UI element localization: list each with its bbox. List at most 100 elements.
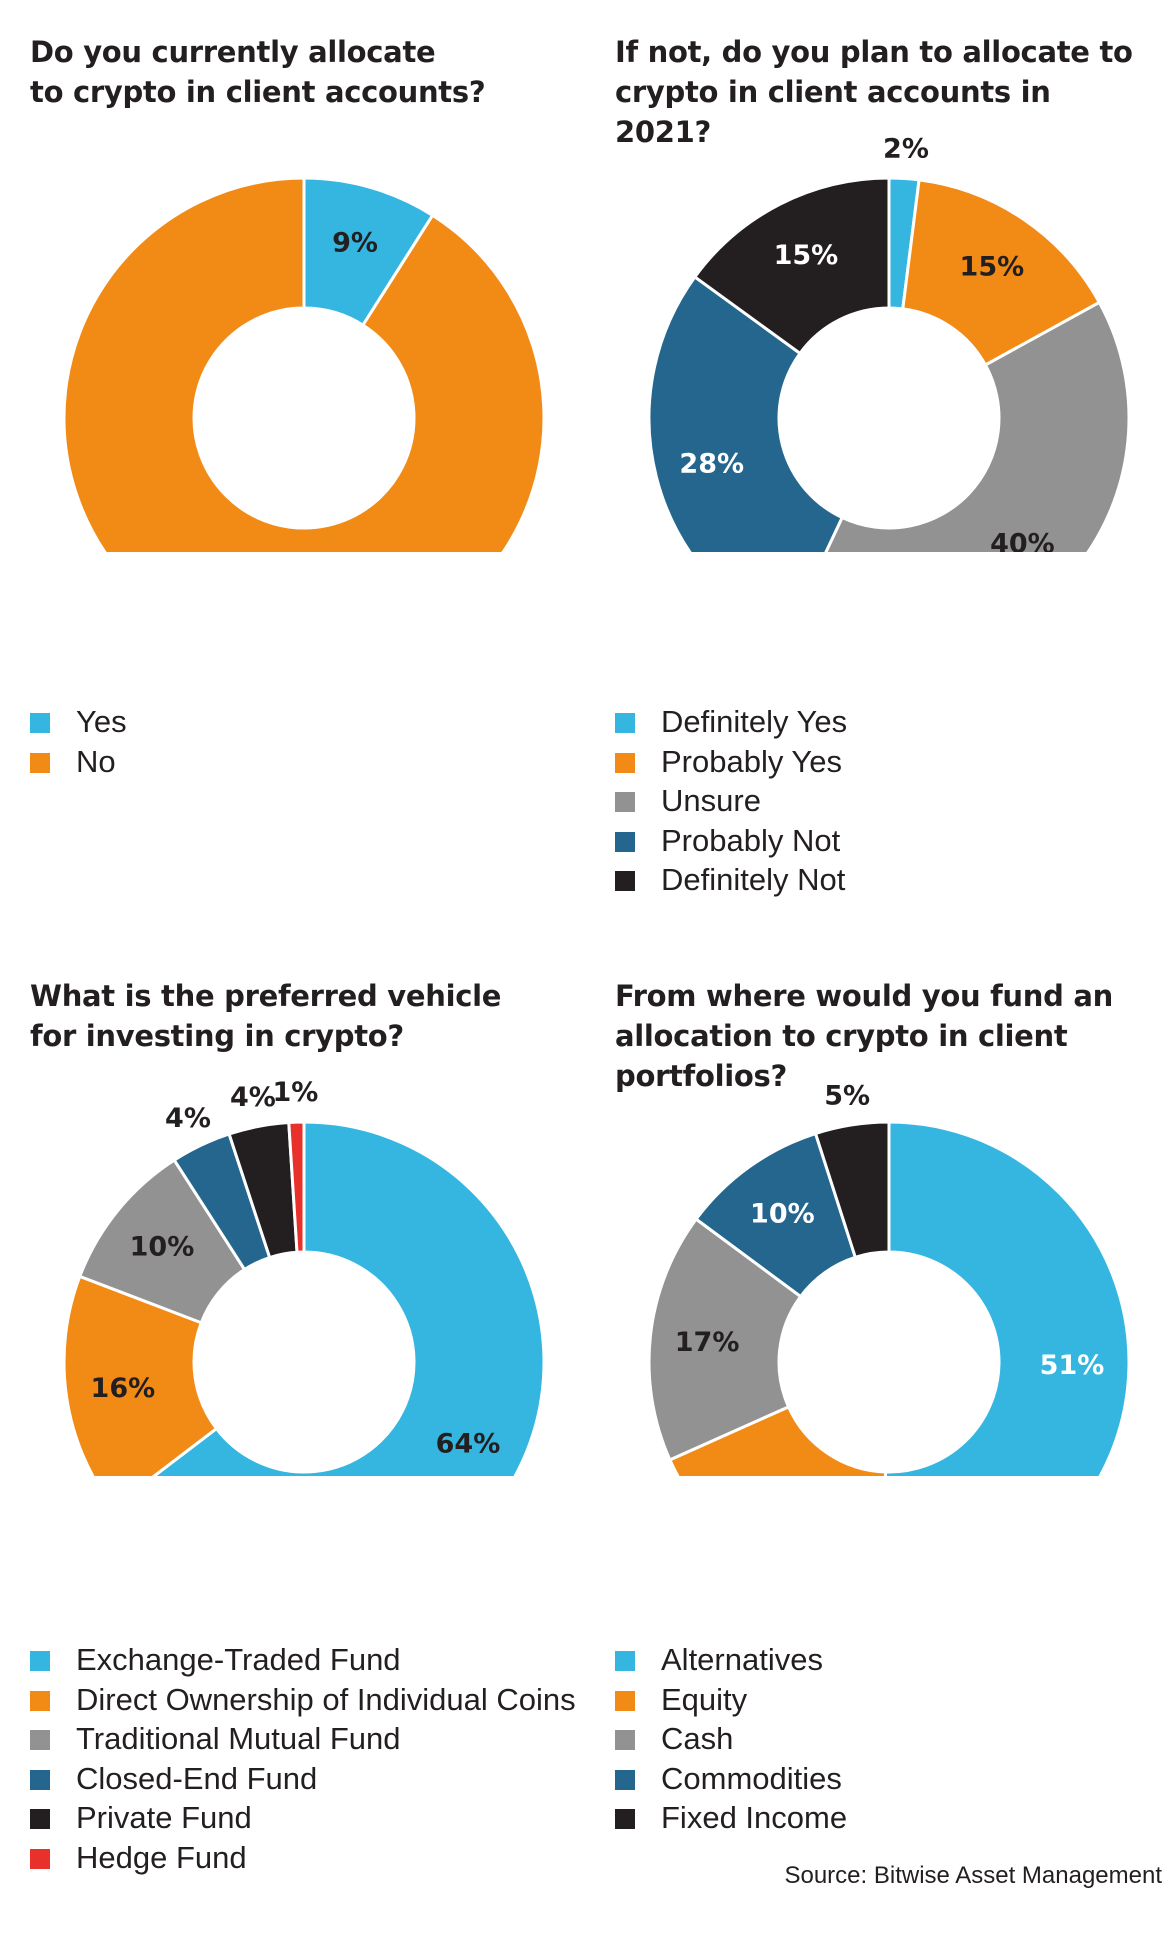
chart-current-allocation: Do you currently allocate to crypto in cl… <box>30 32 590 972</box>
legend-swatch <box>615 831 635 852</box>
legend-label: Exchange-Traded Fund <box>76 1642 401 1677</box>
legend-swatch <box>30 1848 50 1869</box>
chart-title-line: From where would you fund an <box>615 979 1113 1013</box>
slice-label-alternatives: 51% <box>1040 1350 1105 1381</box>
chart-title: Do you currently allocate to crypto in cl… <box>30 32 570 112</box>
legend-swatch <box>30 713 50 733</box>
chart-title-line: Do you currently allocate <box>30 35 436 69</box>
legend-swatch <box>30 1690 50 1711</box>
slice-label-hedge-fund: 1% <box>273 1077 319 1108</box>
legend-item-commodities: Commodities <box>615 1759 847 1799</box>
legend-item-definitely-not: Definitely Not <box>615 860 847 900</box>
chart-title-line: allocation to crypto in client <box>615 1019 1068 1053</box>
legend-swatch <box>30 1769 50 1790</box>
legend-label: Probably Not <box>661 822 841 858</box>
legend-item-traditional-mutual-fund: Traditional Mutual Fund <box>30 1719 576 1759</box>
slice-label-traditional-mutual-fund: 10% <box>130 1232 195 1263</box>
legend-item-cash: Cash <box>615 1719 847 1759</box>
chart-title-line: If not, do you plan to allocate to <box>615 35 1133 69</box>
legend-item-private-fund: Private Fund <box>30 1798 576 1838</box>
legend-swatch <box>30 1651 50 1671</box>
legend-swatch <box>615 871 635 891</box>
legend-item-probably-not: Probably Not <box>615 821 847 861</box>
slice-label-exchange-traded-fund: 64% <box>436 1428 501 1459</box>
legend-label: Definitely Yes <box>661 704 848 739</box>
chart-title: If not, do you plan to allocate to crypto… <box>615 32 1155 152</box>
donut-chart: 64%16%10%4%4%1% <box>62 1077 546 1476</box>
legend-label: Definitely Not <box>661 862 846 897</box>
chart-funding-source: From where would you fund an allocation t… <box>615 976 1174 1916</box>
legend-label: Traditional Mutual Fund <box>76 1721 401 1756</box>
legend-swatch <box>30 752 50 773</box>
legend-label: Alternatives <box>661 1642 823 1677</box>
legend-swatch <box>615 792 635 812</box>
legend-label: Cash <box>661 1721 734 1756</box>
legend-item-closed-end-fund: Closed-End Fund <box>30 1759 576 1799</box>
slice-label-probably-yes: 15% <box>960 252 1025 283</box>
legend-label: No <box>76 743 116 779</box>
slice-equity <box>667 1404 888 1476</box>
chart-title-line: What is the preferred vehicle <box>30 979 502 1013</box>
slice-label-unsure: 40% <box>990 528 1055 552</box>
legend-item-no: No <box>30 742 127 782</box>
chart-title-line: portfolios? <box>615 1059 787 1093</box>
slice-alternatives <box>883 1120 1131 1476</box>
legend-swatch <box>30 1809 50 1829</box>
donut-chart: 9%91% <box>62 176 546 552</box>
donut-chart: 2% 15% 40% 28% 15% <box>647 134 1131 552</box>
slice-label-probably-not: 28% <box>679 449 744 480</box>
legend-label: Direct Ownership of Individual Coins <box>76 1681 576 1717</box>
slice-label-fixed-income: 5% <box>824 1080 870 1111</box>
slice-no <box>62 176 546 552</box>
chart-title: From where would you fund an allocation t… <box>615 976 1155 1096</box>
chart-plan-2021: If not, do you plan to allocate to crypto… <box>615 32 1174 972</box>
slice-label-cash: 17% <box>675 1327 740 1358</box>
legend-swatch <box>615 1730 635 1750</box>
legend-label: Probably Yes <box>661 743 842 779</box>
legend: Alternatives Equity Cash Commodities Fixed I… <box>615 1640 847 1838</box>
slice-direct-ownership-of-individual-coins <box>62 1274 219 1476</box>
legend: Exchange-Traded Fund Direct Ownership of … <box>30 1640 576 1877</box>
chart-title-line: crypto in client accounts in 2021? <box>615 75 1051 149</box>
slice-cash <box>647 1217 803 1462</box>
legend-swatch <box>615 1769 635 1790</box>
legend-swatch <box>615 1651 635 1671</box>
legend-item-hedge-fund: Hedge Fund <box>30 1838 576 1878</box>
legend-label: Closed-End Fund <box>76 1760 318 1796</box>
slice-label-commodities: 10% <box>750 1198 815 1229</box>
slice-exchange-traded-fund <box>151 1120 546 1476</box>
legend-label: Equity <box>661 1681 748 1717</box>
legend-swatch <box>615 1809 635 1829</box>
legend-item-direct-ownership-of-individual-coins: Direct Ownership of Individual Coins <box>30 1680 576 1720</box>
slice-label-private-fund: 4% <box>230 1082 276 1113</box>
slice-hedge-fund <box>287 1120 306 1254</box>
chart-title-line: for investing in crypto? <box>30 1019 404 1053</box>
legend-swatch <box>615 1690 635 1711</box>
legend: Definitely Yes Probably Yes Unsure Probably… <box>615 702 847 900</box>
slice-label-yes: 9% <box>332 227 378 258</box>
slice-label-definitely-not: 15% <box>774 240 839 271</box>
legend-swatch <box>615 752 635 773</box>
slice-fixed-income <box>813 1120 891 1260</box>
legend-item-fixed-income: Fixed Income <box>615 1798 847 1838</box>
slice-definitely-not <box>692 176 891 356</box>
legend-item-equity: Equity <box>615 1680 847 1720</box>
legend-label: Unsure <box>661 783 761 818</box>
legend-item-probably-yes: Probably Yes <box>615 742 847 782</box>
legend-item-unsure: Unsure <box>615 781 847 821</box>
source-note: Source: Bitwise Asset Management <box>784 1862 1162 1889</box>
legend-label: Private Fund <box>76 1800 252 1835</box>
slice-label-definitely-yes: 2% <box>883 134 929 165</box>
slice-label-direct-ownership-of-individual-coins: 16% <box>91 1373 156 1404</box>
donut-chart: 51%18%17%10%5% <box>647 1080 1131 1476</box>
legend-label: Hedge Fund <box>76 1839 247 1875</box>
chart-preferred-vehicle: What is the preferred vehicle for investi… <box>30 976 590 1916</box>
legend-label: Yes <box>76 704 127 739</box>
chart-title: What is the preferred vehicle for investi… <box>30 976 570 1056</box>
legend-item-definitely-yes: Definitely Yes <box>615 702 847 742</box>
slice-unsure <box>824 300 1131 552</box>
chart-title-line: to crypto in client accounts? <box>30 75 486 109</box>
slice-label-closed-end-fund: 4% <box>165 1103 211 1134</box>
slice-probably-yes <box>901 178 1102 368</box>
slice-probably-not <box>647 274 845 552</box>
